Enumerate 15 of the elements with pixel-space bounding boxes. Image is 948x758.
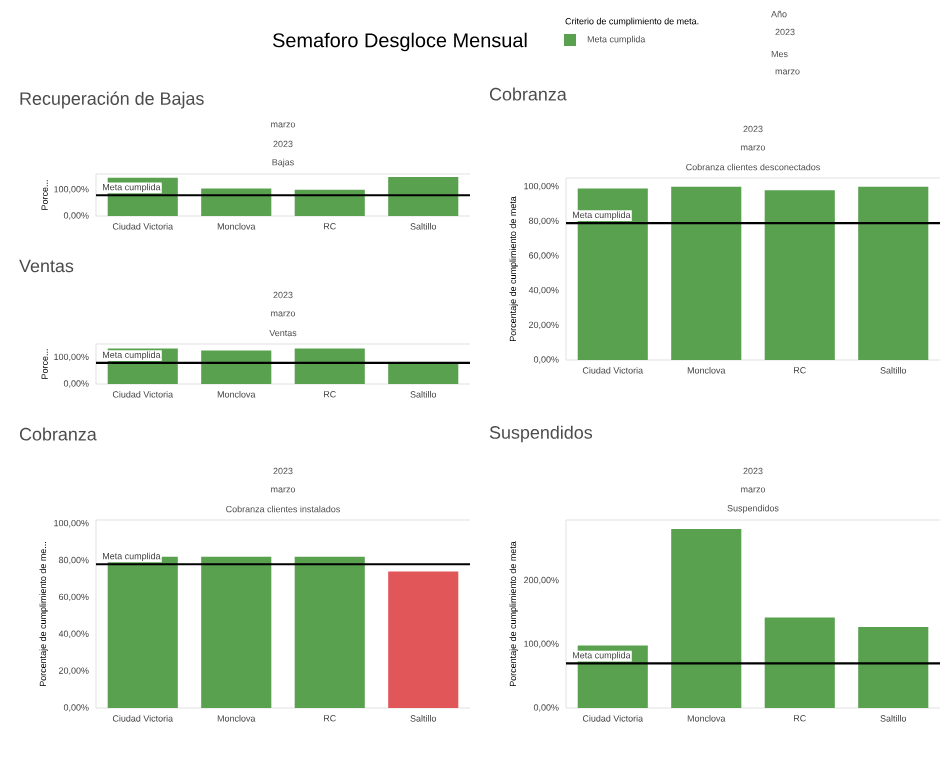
bar	[201, 188, 272, 216]
chart-title: Ventas	[19, 259, 74, 273]
chart-title: Suspendidos	[489, 425, 593, 443]
chart-title: Cobranza	[19, 427, 97, 441]
text: Semaforo Desgloce Mensual	[272, 32, 527, 52]
bar	[671, 528, 742, 708]
bar	[294, 348, 365, 384]
bar	[388, 362, 459, 384]
chart-title: Cobranza	[489, 87, 567, 101]
bar	[294, 189, 365, 216]
bar	[764, 617, 835, 708]
bar	[388, 176, 459, 216]
bar	[201, 350, 272, 384]
chart-title: Recuperación de Bajas	[20, 91, 204, 109]
bar	[858, 627, 929, 708]
